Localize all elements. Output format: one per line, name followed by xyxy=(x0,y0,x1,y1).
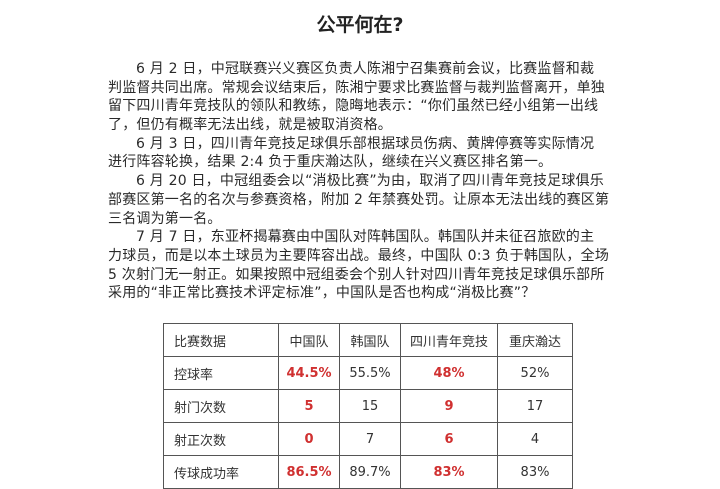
table-row: 传球成功率 86.5% 89.7% 83% 83% xyxy=(163,455,573,489)
table-cell: 4 xyxy=(497,422,573,456)
column-header: 四川青年竞技 xyxy=(400,323,498,357)
text-line: 力球员，而是以本土球员为主要阵容出战。最终，中国队 0:3 负于韩国队，全场 xyxy=(108,247,610,264)
table-cell: 控球率 xyxy=(163,356,279,390)
table-cell: 89.7% xyxy=(339,455,401,489)
table-cell: 0 xyxy=(278,422,340,456)
table-row: 射正次数 0 7 6 4 xyxy=(163,422,573,456)
table-cell: 9 xyxy=(400,389,498,423)
table-cell: 17 xyxy=(497,389,573,423)
column-header: 重庆瀚达 xyxy=(497,323,573,357)
table-cell: 52% xyxy=(497,356,573,390)
table-cell: 射门次数 xyxy=(163,389,279,423)
match-stats-table: 比赛数据 中国队 韩国队 四川青年竞技 重庆瀚达 控球率 44.5% 55.5% 48% 52% 射… xyxy=(163,323,573,489)
article-body: 6 月 2 日，中冠联赛兴义赛区负责人陈湘宁召集赛前会议，比赛监督和裁判监督共同… xyxy=(108,60,618,303)
table-cell: 55.5% xyxy=(339,356,401,390)
table-header-row: 比赛数据 中国队 韩国队 四川青年竞技 重庆瀚达 xyxy=(163,323,573,357)
text-line: 三名调为第一名。 xyxy=(108,210,222,227)
table-row: 射门次数 5 15 9 17 xyxy=(163,389,573,423)
table-cell: 44.5% xyxy=(278,356,340,390)
text-line: 判监督共同出席。常规会议结束后，陈湘宁要求比赛监督与裁判监督离开，单独 xyxy=(108,79,605,96)
column-header: 比赛数据 xyxy=(163,323,279,357)
text-line: 6 月 20 日，中冠组委会以“消极比赛”为由，取消了四川青年竞技足球俱乐 xyxy=(136,173,604,190)
table-cell: 83% xyxy=(497,455,573,489)
text-line: 6 月 3 日，四川青年竞技足球俱乐部根据球员伤病、黄牌停赛等实际情况 xyxy=(136,135,595,152)
text-line: 留下四川青年竞技队的领队和教练，隐晦地表示：“你们虽然已经小组第一出线 xyxy=(108,98,599,115)
text-line: 采用的“非正常比赛技术评定标准”，中国队是否也构成“消极比赛”？ xyxy=(108,285,536,302)
table-cell: 86.5% xyxy=(278,455,340,489)
table-cell: 15 xyxy=(339,389,401,423)
table-cell: 传球成功率 xyxy=(163,455,279,489)
table-cell: 7 xyxy=(339,422,401,456)
table-cell: 83% xyxy=(400,455,498,489)
column-header: 韩国队 xyxy=(339,323,401,357)
table-cell: 48% xyxy=(400,356,498,390)
text-line: 进行阵容轮换，结果 2:4 负于重庆瀚达队，继续在兴义赛区排名第一。 xyxy=(108,154,553,171)
page-title: 公平何在? xyxy=(316,14,404,36)
table-cell: 6 xyxy=(400,422,498,456)
column-header: 中国队 xyxy=(278,323,340,357)
text-line: 部赛区第一名的名次与参赛资格，附加 2 年禁赛处罚。让原本无法出线的赛区第 xyxy=(108,191,610,208)
table-cell: 射正次数 xyxy=(163,422,279,456)
text-line: 5 次射门无一射正。如果按照中冠组委会个别人针对四川青年竞技足球俱乐部所 xyxy=(108,266,605,283)
table-cell: 5 xyxy=(278,389,340,423)
text-line: 了，但仍有概率无法出线，就是被取消资格。 xyxy=(108,117,392,134)
text-line: 7 月 7 日，东亚杯揭幕赛由中国队对阵韩国队。韩国队并未征召旅欧的主 xyxy=(136,229,595,246)
text-line: 6 月 2 日，中冠联赛兴义赛区负责人陈湘宁召集赛前会议，比赛监督和裁 xyxy=(136,61,595,77)
table-row: 控球率 44.5% 55.5% 48% 52% xyxy=(163,356,573,390)
